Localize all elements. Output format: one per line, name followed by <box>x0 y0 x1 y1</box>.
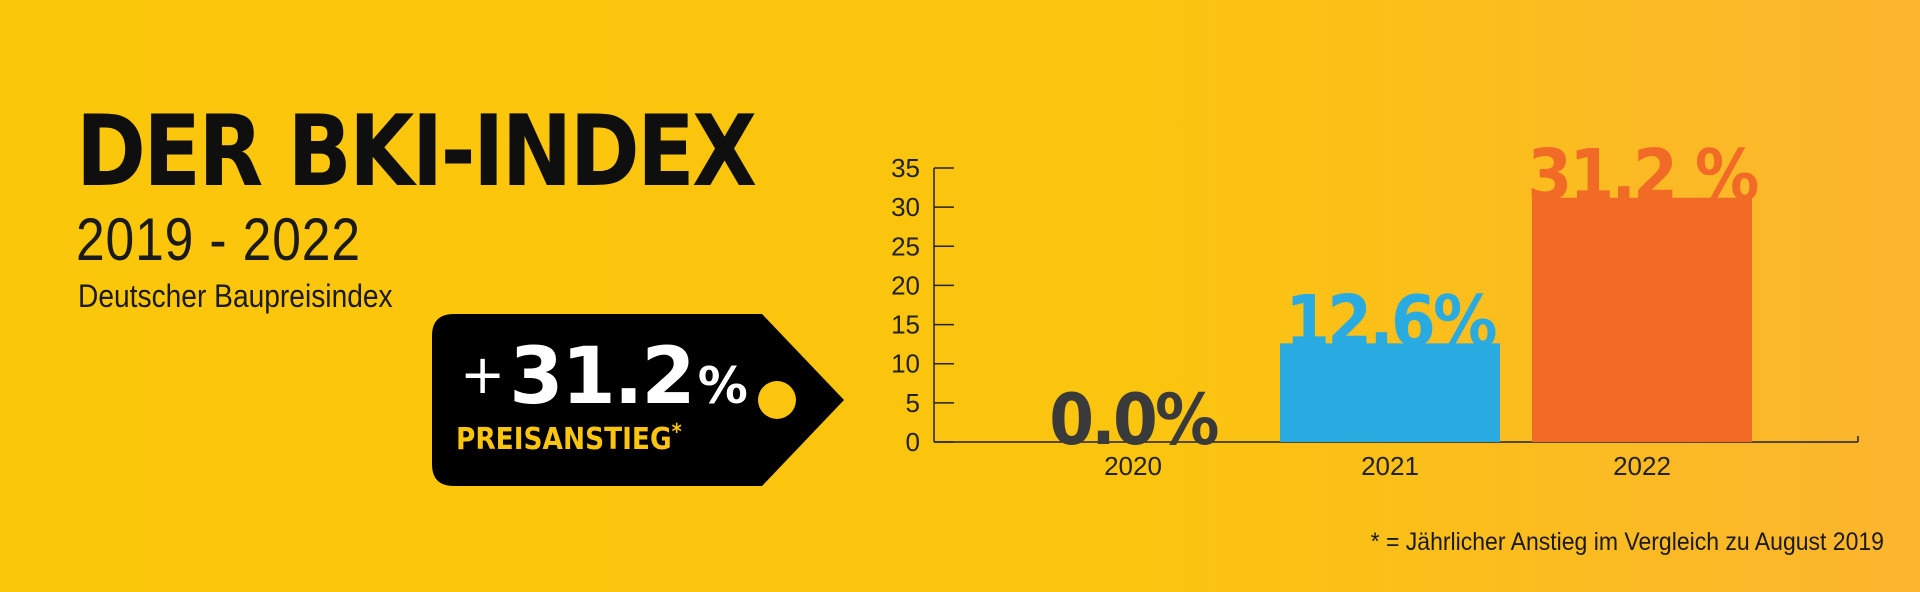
price-increase-label: PREISANSTIEG* <box>456 422 682 455</box>
price-increase-value: +31.2% <box>460 338 748 416</box>
y-tick-label: 15 <box>891 310 920 340</box>
years-range: 2019 - 2022 <box>76 206 361 273</box>
page-subtitle: Deutscher Baupreisindex <box>78 278 393 314</box>
y-tick-label: 0 <box>906 427 920 457</box>
price-tag: +31.2% PREISANSTIEG* <box>432 314 852 486</box>
data-label-2020: 0.0% <box>1049 379 1218 460</box>
page-title: DER BKI-INDEX <box>76 95 757 209</box>
x-tick-label: 2022 <box>1613 451 1671 481</box>
tag-asterisk: * <box>671 420 682 445</box>
tag-hole <box>758 381 796 419</box>
y-tick-label: 20 <box>891 270 920 300</box>
footnote: * = Jährlicher Anstieg im Vergleich zu A… <box>1370 528 1884 556</box>
y-tick-label: 10 <box>891 349 920 379</box>
percent-sign: % <box>697 357 748 415</box>
y-tick-label: 25 <box>891 231 920 261</box>
tag-label-text: PREISANSTIEG <box>456 422 672 457</box>
data-label-2021: 12.6% <box>1285 281 1496 362</box>
price-tag-shape <box>432 314 844 486</box>
data-label-2022: 31.2 % <box>1527 135 1758 216</box>
bar-2021 <box>1280 343 1500 442</box>
bar-2022 <box>1532 197 1752 442</box>
x-tick-label: 2021 <box>1361 451 1419 481</box>
y-tick-label: 30 <box>891 192 920 222</box>
increase-number: 31.2 <box>509 332 695 422</box>
y-tick-label: 5 <box>906 388 920 418</box>
y-tick-label: 35 <box>891 153 920 183</box>
x-tick-label: 2020 <box>1104 451 1162 481</box>
plus-sign: + <box>460 343 506 406</box>
